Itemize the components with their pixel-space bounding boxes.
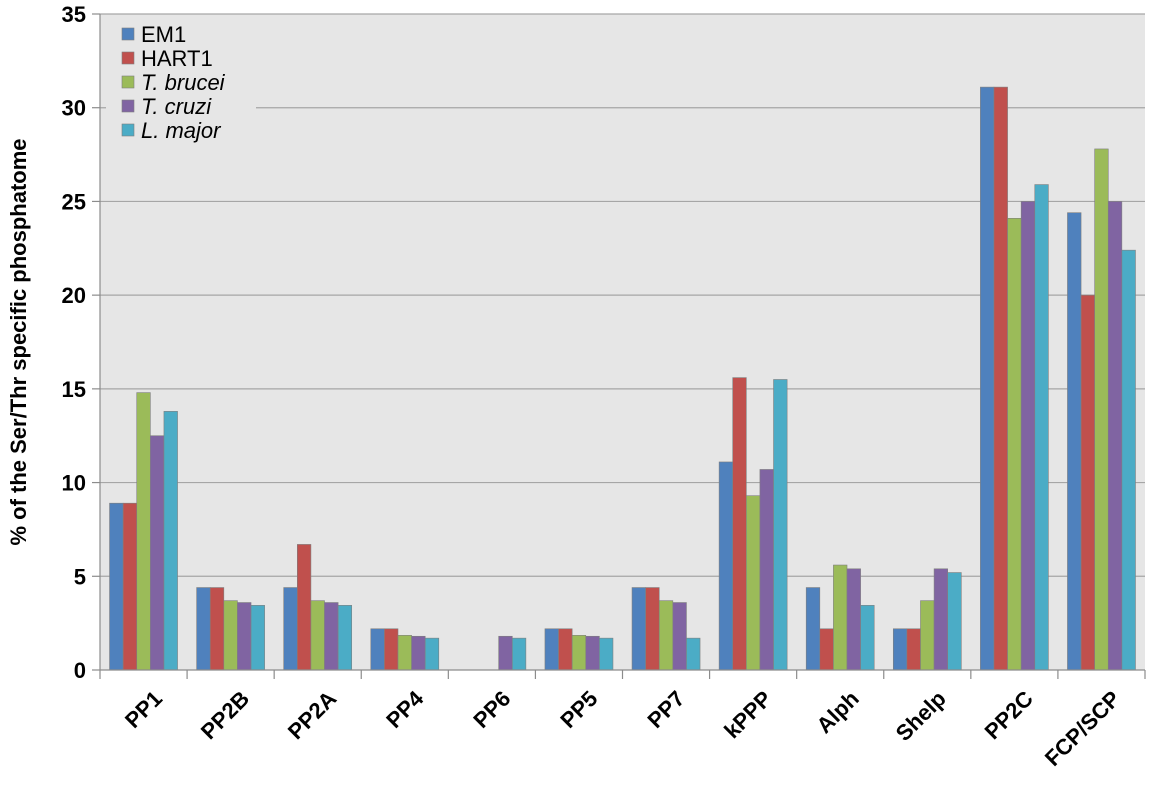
bar-fcp-scp-1 bbox=[1080, 294, 1095, 671]
legend-swatch bbox=[121, 99, 135, 113]
bar-pp2c-2 bbox=[1007, 217, 1022, 671]
bar-alph-4 bbox=[860, 605, 875, 671]
x-tick-label: PP6 bbox=[468, 686, 515, 733]
bar-pp7-1 bbox=[645, 587, 660, 671]
bar-pp4-2 bbox=[397, 635, 412, 671]
x-tick-label: PP2B bbox=[196, 686, 254, 744]
bar-pp5-4 bbox=[599, 637, 614, 671]
legend-entry: EM1 bbox=[141, 22, 186, 47]
bar-pp5-0 bbox=[544, 628, 559, 671]
bar-pp2c-0 bbox=[980, 86, 995, 671]
bar-fcp-scp-0 bbox=[1067, 212, 1082, 671]
bar-pp2a-0 bbox=[283, 587, 298, 671]
bar-alph-0 bbox=[805, 587, 821, 671]
x-tick-label: Shelp bbox=[891, 686, 951, 746]
legend-swatch bbox=[121, 123, 135, 137]
y-axis-title: % of the Ser/Thr specific phosphatome bbox=[6, 138, 31, 545]
legend-entry: T. brucei bbox=[141, 70, 226, 95]
bar-pp1-2 bbox=[136, 392, 151, 671]
bar-kppp-0 bbox=[718, 461, 734, 671]
bar-pp2c-1 bbox=[993, 86, 1008, 671]
bar-pp1-0 bbox=[109, 502, 124, 671]
y-tick-label: 25 bbox=[62, 189, 86, 214]
bar-pp1-1 bbox=[122, 502, 138, 671]
y-tick-label: 10 bbox=[62, 471, 86, 496]
bar-pp2c-3 bbox=[1020, 201, 1036, 671]
gridlines bbox=[100, 13, 1145, 577]
y-tick-label: 0 bbox=[74, 658, 86, 683]
bar-shelp-4 bbox=[947, 572, 962, 671]
y-tick-label: 5 bbox=[74, 564, 86, 589]
x-tick-label: Alph bbox=[811, 686, 863, 738]
bar-pp4-3 bbox=[411, 635, 426, 671]
legend-swatch bbox=[121, 27, 135, 41]
bar-pp2b-3 bbox=[237, 602, 252, 671]
y-tick-label: 15 bbox=[62, 377, 86, 402]
bar-pp7-2 bbox=[658, 600, 674, 671]
bar-kppp-2 bbox=[746, 495, 761, 671]
bar-fcp-scp-4 bbox=[1121, 249, 1136, 671]
y-tick-label: 20 bbox=[62, 283, 86, 308]
bar-pp2a-2 bbox=[310, 600, 325, 671]
bar-kppp-4 bbox=[773, 379, 788, 671]
bar-pp7-4 bbox=[686, 637, 701, 671]
bar-pp5-2 bbox=[571, 635, 587, 671]
legend-entry: L. major bbox=[141, 118, 222, 143]
x-tick-label: PP5 bbox=[555, 686, 602, 733]
bar-pp4-0 bbox=[370, 628, 385, 671]
y-tick-label: 30 bbox=[62, 96, 86, 121]
bar-pp2b-1 bbox=[209, 587, 225, 671]
bar-pp2b-0 bbox=[196, 587, 211, 671]
bar-shelp-3 bbox=[933, 568, 948, 671]
bar-pp4-4 bbox=[424, 637, 440, 671]
bar-pp2a-1 bbox=[297, 544, 312, 671]
bar-pp2a-4 bbox=[337, 605, 353, 671]
legend-entry: T. cruzi bbox=[141, 94, 212, 119]
legend-swatch bbox=[121, 75, 135, 89]
bar-shelp-1 bbox=[906, 628, 921, 671]
x-tick-label: PP2C bbox=[980, 686, 1038, 744]
bar-pp1-4 bbox=[163, 411, 178, 671]
y-tick-label: 35 bbox=[62, 2, 86, 27]
bar-shelp-0 bbox=[892, 628, 908, 671]
x-tick-label: kPPP bbox=[719, 686, 776, 743]
bar-alph-2 bbox=[833, 564, 848, 671]
bar-alph-3 bbox=[846, 568, 861, 671]
bar-pp6-3 bbox=[498, 635, 513, 671]
legend-swatch bbox=[121, 51, 135, 65]
bar-shelp-2 bbox=[920, 600, 935, 671]
x-tick-label: PP7 bbox=[642, 686, 689, 733]
bar-pp7-0 bbox=[631, 587, 646, 671]
bar-kppp-1 bbox=[732, 377, 747, 671]
x-tick-label: PP1 bbox=[120, 686, 167, 733]
bar-fcp-scp-3 bbox=[1107, 201, 1123, 671]
bar-pp6-4 bbox=[511, 637, 527, 671]
bar-kppp-3 bbox=[759, 469, 774, 671]
bar-fcp-scp-2 bbox=[1094, 148, 1109, 671]
bar-alph-1 bbox=[819, 628, 834, 671]
bar-pp7-3 bbox=[672, 602, 687, 671]
x-tick-label: PP4 bbox=[381, 685, 429, 733]
x-tick-label: PP2A bbox=[283, 686, 341, 744]
plot-area bbox=[100, 14, 1145, 670]
bar-pp5-1 bbox=[558, 628, 573, 671]
legend-entry: HART1 bbox=[141, 46, 213, 71]
bar-pp2c-4 bbox=[1034, 184, 1049, 671]
bar-pp2b-4 bbox=[250, 605, 265, 671]
x-tick-label: FCP/SCP bbox=[1040, 686, 1125, 771]
bar-pp4-1 bbox=[384, 628, 399, 671]
bar-pp5-3 bbox=[585, 635, 600, 671]
bar-pp2b-2 bbox=[223, 600, 238, 671]
bar-pp1-3 bbox=[150, 435, 165, 671]
bar-pp2a-3 bbox=[324, 602, 339, 671]
